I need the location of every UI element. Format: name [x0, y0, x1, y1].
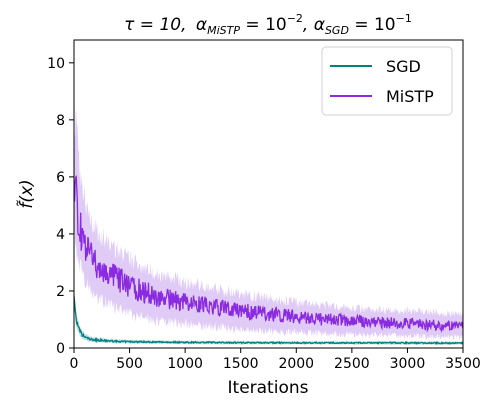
legend-box	[321, 46, 453, 116]
legend-label-sgd: SGD	[386, 57, 421, 76]
x-tick-label: 1500	[223, 356, 259, 372]
y-tick-label: 10	[47, 56, 65, 72]
y-axis-label: f̃(x)	[16, 179, 37, 208]
series-lines	[73, 175, 464, 346]
confidence-bands	[74, 110, 463, 345]
x-tick-label: 2500	[334, 356, 370, 372]
x-tick-label: 500	[116, 356, 143, 372]
x-tick-label: 2000	[278, 356, 314, 372]
y-tick-label: 6	[56, 170, 65, 186]
chart-title: τ = 10, αMiSTP = 10−2, αSGD = 10−1	[124, 12, 412, 37]
y-tick-label: 2	[56, 284, 65, 300]
x-axis-ticks: 0 500 1000 1500 2000 2500 3000 3500	[70, 348, 481, 372]
line-mistp	[73, 175, 464, 333]
line-sgd	[73, 295, 464, 346]
x-axis-label: Iterations	[228, 378, 309, 398]
band-mistp	[74, 110, 463, 340]
legend-label-mistp: MiSTP	[386, 87, 434, 106]
y-tick-label: 8	[56, 113, 65, 129]
x-tick-label: 3500	[445, 356, 481, 372]
y-tick-label: 0	[56, 341, 65, 357]
x-tick-label: 1000	[167, 356, 203, 372]
plot-frame	[73, 39, 464, 349]
x-tick-label: 0	[70, 356, 79, 372]
y-tick-label: 4	[56, 227, 65, 243]
y-axis-ticks: 0 2 4 6 8 10	[47, 56, 74, 357]
x-tick-label: 3000	[390, 356, 426, 372]
legend: SGD MiSTP	[321, 46, 453, 116]
